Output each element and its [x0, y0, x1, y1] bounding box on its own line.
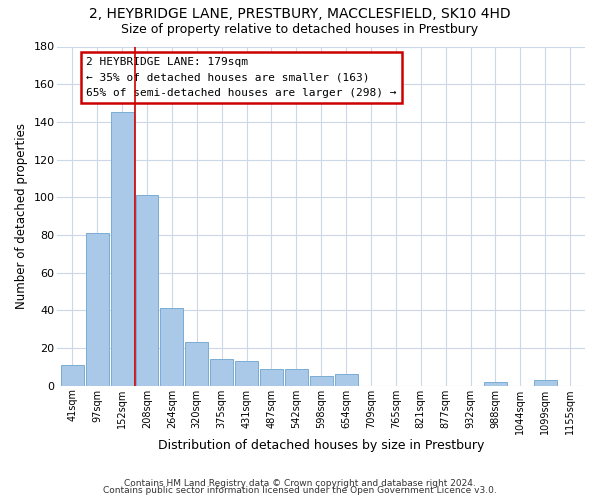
- Text: Contains HM Land Registry data © Crown copyright and database right 2024.: Contains HM Land Registry data © Crown c…: [124, 478, 476, 488]
- Bar: [111, 112, 134, 386]
- Y-axis label: Number of detached properties: Number of detached properties: [15, 123, 28, 309]
- Text: Size of property relative to detached houses in Prestbury: Size of property relative to detached ho…: [121, 22, 479, 36]
- Bar: [160, 308, 184, 386]
- Bar: [235, 361, 258, 386]
- Text: 2 HEYBRIDGE LANE: 179sqm
← 35% of detached houses are smaller (163)
65% of semi-: 2 HEYBRIDGE LANE: 179sqm ← 35% of detach…: [86, 56, 397, 98]
- Bar: [210, 360, 233, 386]
- Text: 2, HEYBRIDGE LANE, PRESTBURY, MACCLESFIELD, SK10 4HD: 2, HEYBRIDGE LANE, PRESTBURY, MACCLESFIE…: [89, 8, 511, 22]
- Bar: [484, 382, 507, 386]
- Bar: [260, 368, 283, 386]
- Bar: [285, 368, 308, 386]
- Bar: [136, 196, 158, 386]
- Bar: [310, 376, 332, 386]
- Bar: [61, 365, 84, 386]
- Bar: [185, 342, 208, 386]
- Bar: [335, 374, 358, 386]
- Bar: [534, 380, 557, 386]
- Text: Contains public sector information licensed under the Open Government Licence v3: Contains public sector information licen…: [103, 486, 497, 495]
- Bar: [86, 233, 109, 386]
- X-axis label: Distribution of detached houses by size in Prestbury: Distribution of detached houses by size …: [158, 440, 484, 452]
